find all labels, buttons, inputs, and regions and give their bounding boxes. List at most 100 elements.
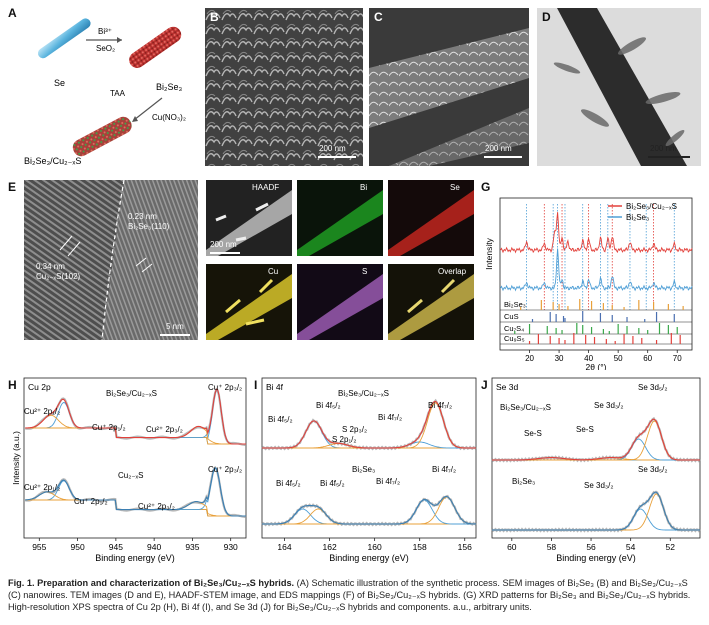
xps-x-tick-label: 945 xyxy=(109,542,123,552)
se-nanowire xyxy=(37,18,91,59)
xps-x-tick-label: 56 xyxy=(586,542,596,552)
xrd-x-tick-label: 30 xyxy=(555,354,564,363)
xps-peak-label: Se-S xyxy=(524,429,542,438)
xrd-ref-label: CuS xyxy=(504,312,519,321)
xps-peak-label: Bi₂Se₃ xyxy=(352,465,375,474)
xps-peak-label: Cu²⁺ 2p₁/₂ xyxy=(24,407,60,416)
scale-bar-d xyxy=(648,156,690,158)
xps-frame xyxy=(23,377,247,539)
hrtem-image xyxy=(24,180,198,340)
xps-fit-bottom xyxy=(492,491,700,531)
svg-text:Bi³⁺: Bi³⁺ xyxy=(98,27,112,36)
scale-bar-e xyxy=(160,334,190,336)
xps-peak-label: Bi 4f₇/₂ xyxy=(378,413,402,422)
xps-peak-label: Bi₂Se₃/Cu₂₋ₓS xyxy=(106,389,157,398)
xps-x-tick-label: 940 xyxy=(147,542,161,552)
xps-x-label: Binding energy (eV) xyxy=(95,553,175,563)
xps-peak-label: Bi 4f₅/₂ xyxy=(320,479,345,488)
xps-peak-label: Cu₂₋ₓS xyxy=(118,471,144,480)
xps-peak-label: Bi₂Se₃/Cu₂₋ₓS xyxy=(500,403,551,412)
sem-image-bi2se3 xyxy=(205,8,363,166)
xps-frame xyxy=(491,377,701,539)
eds-bi xyxy=(297,180,383,256)
xrd-x-tick-label: 60 xyxy=(643,354,652,363)
xrd-x-tick-label: 70 xyxy=(673,354,682,363)
xps-x-tick-label: 950 xyxy=(70,542,84,552)
xps-peak-label: Se 3d₅/₂ xyxy=(638,383,667,392)
svg-text:Cu(NO₃)₂: Cu(NO₃)₂ xyxy=(152,113,186,122)
hybrid-nanowire xyxy=(72,116,132,157)
xps-se3d-chart: Se 3d 60 58 56 54 52 Binding energy (eV) Bi₂Se₃… xyxy=(491,377,701,563)
xps-peak-label: S 2p₃/₂ xyxy=(342,425,367,434)
svg-text:Bi₂Se₃: Bi₂Se₃ xyxy=(156,82,183,92)
xps-bi4f-chart: Bi 4f 164 162 160 158 156 Binding energy (eV) B… xyxy=(261,377,477,563)
svg-text:TAA: TAA xyxy=(110,89,126,98)
xps-x-label: Binding energy (eV) xyxy=(556,553,636,563)
xps-peak-label: Cu⁺ 2p₁/₂ xyxy=(74,497,108,506)
xps-peak-label: Se-S xyxy=(576,425,594,434)
xps-peak-label: Se 3d₅/₂ xyxy=(638,465,667,474)
caption-title: Fig. 1. Preparation and characterization… xyxy=(8,578,295,588)
xps-peak-label: Bi₂Se₃ xyxy=(512,477,535,486)
eds-s xyxy=(297,264,383,340)
xrd-series-hybrid xyxy=(499,212,693,254)
svg-text:Bi₂Se₃/Cu₂₋ₓS: Bi₂Se₃/Cu₂₋ₓS xyxy=(24,156,81,166)
xps-x-tick-label: 52 xyxy=(666,542,676,552)
scale-bar-b xyxy=(318,156,356,158)
xps-peak-label: Bi 4f₅/₂ xyxy=(276,479,301,488)
xps-x-tick-label: 158 xyxy=(413,542,427,552)
xps-component-top xyxy=(25,425,246,445)
panel-label-g: G xyxy=(481,180,491,194)
xps-component-bottom xyxy=(25,491,246,517)
xps-fit-bottom xyxy=(262,495,477,525)
xrd-x-tick-label: 50 xyxy=(614,354,623,363)
xrd-ref-label: Cu₉S₅ xyxy=(504,334,525,343)
eds-se xyxy=(388,180,474,256)
xps-x-tick-label: 930 xyxy=(224,542,238,552)
xps-x-label: Binding energy (eV) xyxy=(329,553,409,563)
xps-peak-label: S 2p₁/₂ xyxy=(332,435,356,444)
xps-peak-label: Cu⁺ 2p₁/₂ xyxy=(92,423,126,432)
xrd-series-bi2se3 xyxy=(499,248,693,292)
xps-title: Bi 4f xyxy=(266,382,284,392)
xps-x-tick-label: 58 xyxy=(547,542,557,552)
xps-peak-label: Cu⁺ 2p₃/₂ xyxy=(208,383,242,392)
xps-peak-label: Bi 4f₇/₂ xyxy=(432,465,456,474)
xrd-legend-label: Bi₂Se₃/Cu₂₋ₓS xyxy=(626,202,677,211)
xps-fit-top xyxy=(262,400,476,449)
xps-peak-label: Se 3d₃/₂ xyxy=(584,481,614,490)
xps-component-bottom xyxy=(492,508,700,531)
xps-cu2p-chart: Cu 2p 955 950 945 940 935 930 Binding energy (e… xyxy=(11,377,247,563)
panel-label-i: I xyxy=(254,378,258,392)
panel-label-c: C xyxy=(374,10,383,24)
xps-peak-label: Bi 4f₇/₂ xyxy=(428,401,452,410)
panel-label-e: E xyxy=(8,180,17,194)
xps-x-tick-label: 935 xyxy=(185,542,199,552)
xps-component-bottom xyxy=(262,496,477,525)
xrd-x-tick-label: 40 xyxy=(584,354,593,363)
xps-peak-label: Cu²⁺ 2p₃/₂ xyxy=(138,502,175,511)
se-label: Se xyxy=(54,78,65,88)
xps-component-bottom xyxy=(492,493,700,531)
xps-peak-label: Bi 4f₇/₂ xyxy=(376,477,400,486)
xps-x-tick-label: 54 xyxy=(626,542,636,552)
xps-y-label: Intensity (a.u.) xyxy=(11,431,21,485)
xrd-ref-label: Bi₂Se₃ xyxy=(504,300,526,309)
eds-overlap xyxy=(388,264,474,340)
eds-cu xyxy=(206,264,292,340)
svg-text:SeO₂: SeO₂ xyxy=(96,44,115,53)
xps-raw-bottom xyxy=(261,494,477,527)
xps-x-tick-label: 60 xyxy=(507,542,517,552)
xrd-x-label: 2θ (°) xyxy=(586,362,607,370)
caption-body: (A) Schematic illustration of the synthe… xyxy=(8,578,691,613)
xps-component-bottom xyxy=(262,499,476,525)
xps-x-tick-label: 160 xyxy=(368,542,382,552)
xps-x-tick-label: 164 xyxy=(277,542,291,552)
xrd-x-tick-label: 20 xyxy=(525,354,534,363)
xps-fit-top xyxy=(492,418,700,461)
figure-caption: Fig. 1. Preparation and characterization… xyxy=(8,577,702,614)
xps-title: Cu 2p xyxy=(28,382,51,392)
sem-image-hybrid xyxy=(369,8,529,166)
panel-label-h: H xyxy=(8,378,17,392)
